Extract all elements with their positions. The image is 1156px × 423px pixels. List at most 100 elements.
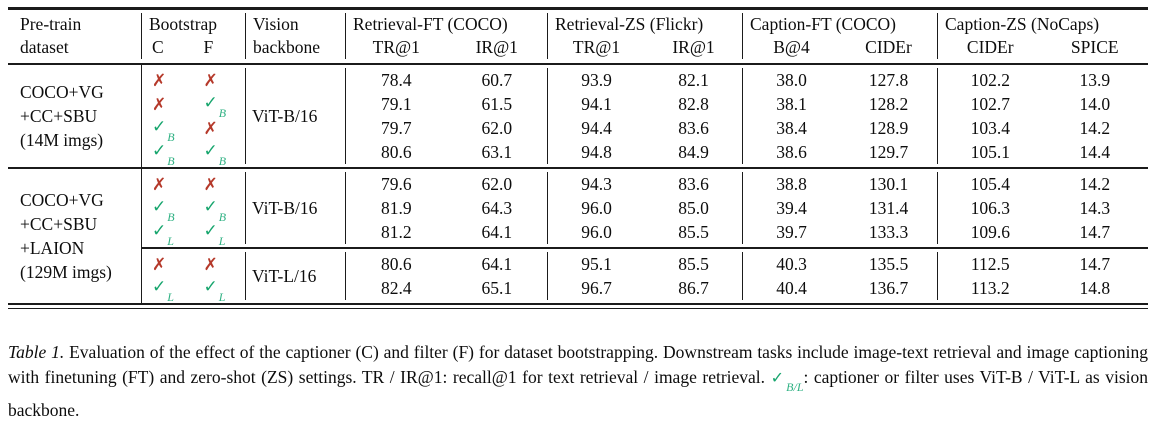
subheader: SPICE [1043,37,1148,58]
mark-row: ✓L✓L [142,276,245,300]
metric-value: 130.1 [840,174,937,195]
group-subheaders: TR@1 IR@1 [548,36,742,59]
dataset-line: (14M imgs) [20,128,141,152]
metric-value: 64.3 [447,198,548,219]
metric-value: 62.0 [447,174,548,195]
header-bootstrap: Bootstrap C F [142,13,246,59]
metric-value: 103.4 [938,118,1043,139]
metric-value: 38.1 [743,94,840,115]
bootstrap-c-mark: ✓B [142,116,194,141]
mark-row: ✗✗ [142,252,245,276]
metric-value: 38.0 [743,70,840,91]
group-subheaders: TR@1 IR@1 [346,36,547,59]
check-subscript: B [167,130,174,145]
cross-icon: ✗ [152,255,166,275]
check-icon: ✓ [204,197,218,217]
bootstrap-c-mark: ✓B [142,196,194,221]
bootstrap-marks-col: ✗✗ ✓B✓B ✓L✓L [142,172,246,244]
check-icon: ✓ [204,277,218,297]
metric-value: 113.2 [938,278,1043,299]
metric-value: 61.5 [447,94,548,115]
subheader: B@4 [743,37,840,58]
dataset-line: +CC+SBU [20,104,141,128]
bootstrap-f-mark: ✓B [194,92,246,117]
backbone-label: ViT-L/16 [252,266,316,287]
metric-value: 62.0 [447,118,548,139]
subheader: IR@1 [645,37,742,58]
dataset-cell: COCO+VG +CC+SBU (14M imgs) [8,65,142,167]
metric-value: 102.2 [938,70,1043,91]
table-caption: Table 1. Evaluation of the effect of the… [8,340,1148,423]
bootstrap-marks-col: ✗✗ ✓L✓L [142,252,246,300]
metric-value: 65.1 [447,278,548,299]
dataset-cell: COCO+VG +CC+SBU +LAION (129M imgs) [8,169,142,303]
check-icon: ✓ [152,221,166,241]
dataset-line: COCO+VG [20,188,141,212]
check-subscript: L [167,290,174,305]
header-caption-zs: Caption-ZS (NoCaps) CIDEr SPICE [938,13,1147,59]
header-line: Vision [246,13,345,36]
metric-value: 14.7 [1043,222,1148,243]
metric-value: 96.0 [548,222,645,243]
metric-value: 38.8 [743,174,840,195]
metric-value: 85.5 [645,222,742,243]
metric-value: 93.9 [548,70,645,91]
check-subscript: B [219,154,226,169]
metric-value: 14.2 [1043,174,1148,195]
check-subscript: B/L [786,375,803,401]
mark-row: ✗✗ [142,172,245,196]
metric-value: 94.1 [548,94,645,115]
bootstrap-f-mark: ✗ [194,254,246,275]
check-subscript: B [167,154,174,169]
metric-value: 14.7 [1043,254,1148,275]
table-inner: Pre-train dataset Bootstrap C F Vision b… [8,10,1148,305]
metric-value: 128.2 [840,94,937,115]
bootstrap-c-mark: ✓L [142,276,194,301]
cross-icon: ✗ [204,175,218,195]
check-icon: ✓ [152,117,166,137]
metric-value: 128.9 [840,118,937,139]
backbone-label: ViT-B/16 [252,106,317,127]
metric-value: 13.9 [1043,70,1148,91]
bootstrap-f-mark: ✓B [194,140,246,165]
bootstrap-marks-col: ✗✗ ✗✓B ✓B✗ ✓B✓B [142,68,246,164]
group-title: Caption-ZS (NoCaps) [938,13,1147,36]
metric-value: 79.1 [346,94,447,115]
metric-value: 14.2 [1043,118,1148,139]
backbone-cell: ViT-L/16 [246,252,346,300]
paper-table-figure: Pre-train dataset Bootstrap C F Vision b… [0,0,1156,408]
metric-value: 136.7 [840,278,937,299]
metric-value: 14.0 [1043,94,1148,115]
check-icon: ✓ [152,141,166,161]
metric-value: 82.8 [645,94,742,115]
header-retrieval-zs: Retrieval-ZS (Flickr) TR@1 IR@1 [548,13,743,59]
header-line: backbone [246,36,345,59]
metric-value: 84.9 [645,142,742,163]
group-title: Caption-FT (COCO) [743,13,937,36]
metric-value: 94.4 [548,118,645,139]
dataset-line: (129M imgs) [20,260,141,284]
bootstrap-c-mark: ✗ [142,70,194,91]
check-icon: ✓ [152,197,166,217]
metric-value: 94.3 [548,174,645,195]
bootstrap-f-mark: ✗ [194,174,246,195]
header-filter-col: F [194,37,246,58]
metric-value: 109.6 [938,222,1043,243]
subheader: CIDEr [840,37,937,58]
metric-value: 102.7 [938,94,1043,115]
group-title: Retrieval-ZS (Flickr) [548,13,742,36]
check-icon: ✓ [771,368,786,387]
mark-row: ✓B✗ [142,116,245,140]
backbone-label: ViT-B/16 [252,198,317,219]
metric-value: 80.6 [346,254,447,275]
check-icon: ✓ [204,141,218,161]
metric-value: 40.3 [743,254,840,275]
bootstrap-f-mark: ✗ [194,118,246,139]
metric-value: 127.8 [840,70,937,91]
metric-value: 38.6 [743,142,840,163]
